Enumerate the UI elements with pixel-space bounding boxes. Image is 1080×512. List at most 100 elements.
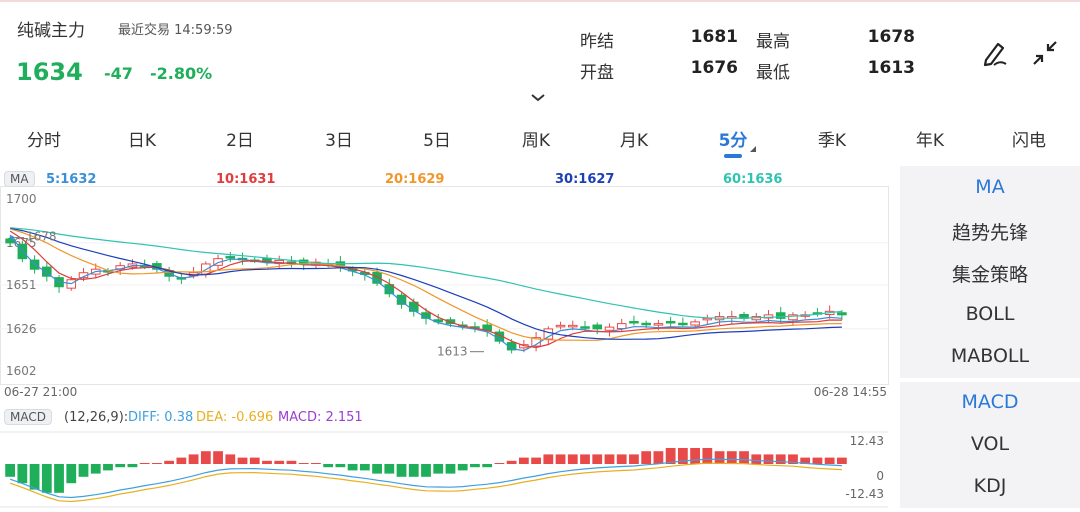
- tab-8[interactable]: 季K: [817, 131, 847, 151]
- ma30-value: 30:1627: [555, 172, 615, 187]
- high-value: 1678: [867, 27, 915, 47]
- side-item-vol[interactable]: VOL: [970, 433, 1010, 455]
- top-accent-line: [0, 0, 1080, 2]
- tab-7[interactable]: 5分: [718, 131, 748, 151]
- tab-9[interactable]: 年K: [915, 131, 945, 151]
- tab-10[interactable]: 闪电: [1012, 131, 1046, 151]
- candle-body: [543, 328, 554, 340]
- macd-bar: [555, 454, 566, 464]
- tab-2[interactable]: 2日: [226, 131, 254, 151]
- price-axis-label: 1602: [6, 364, 37, 378]
- macd-bar: [286, 460, 297, 464]
- ma10-line: [9, 230, 842, 349]
- macd-bar: [103, 464, 113, 471]
- macd-bar: [237, 457, 248, 464]
- ma60-value: 60:1636: [723, 172, 783, 187]
- tab-3[interactable]: 3日: [325, 131, 353, 151]
- macd-bar: [41, 464, 52, 493]
- candle-body: [555, 324, 566, 328]
- candle-body: [372, 271, 382, 284]
- price-axis-label: 1700: [6, 192, 37, 206]
- side-item-maboll[interactable]: MABOLL: [950, 345, 1030, 367]
- price-change-pct: -2.80%: [150, 64, 213, 83]
- macd-bar: [152, 463, 162, 464]
- macd-bar: [5, 464, 16, 477]
- macd-bar: [665, 448, 676, 464]
- indicator-chip-ma[interactable]: MA: [4, 171, 35, 187]
- indicator-chip-macd[interactable]: MACD: [4, 409, 52, 425]
- macd-bar: [213, 451, 223, 464]
- macd-bar: [17, 464, 28, 484]
- last-price: 1634: [16, 58, 83, 86]
- macd-bar: [372, 464, 382, 474]
- macd-bar: [225, 454, 236, 464]
- macd-bar: [433, 464, 444, 474]
- low-annotation: 1613: [437, 345, 468, 359]
- macd-bar: [249, 457, 260, 464]
- side-item-boll[interactable]: BOLL: [965, 303, 1015, 325]
- macd-diff-line: [9, 458, 842, 499]
- macd-dea-value: DEA: -0.696: [196, 410, 274, 425]
- side-item-trend[interactable]: 趋势先锋: [951, 222, 1028, 244]
- macd-hist-value: MACD: 2.151: [278, 410, 363, 425]
- contract-title: 纯碱主力: [17, 21, 85, 41]
- side-item-ma[interactable]: MA: [975, 176, 1005, 198]
- macd-bar: [812, 457, 823, 464]
- macd-bar: [788, 454, 798, 464]
- macd-dea-line: [9, 462, 842, 503]
- macd-bar: [616, 454, 627, 464]
- side-item-kdj[interactable]: KDJ: [973, 475, 1007, 497]
- open-label: 开盘: [580, 63, 614, 83]
- prev-settle-label: 昨结: [580, 32, 614, 52]
- tab-6[interactable]: 月K: [619, 131, 649, 151]
- high-point: [10, 235, 14, 240]
- macd-bar: [641, 451, 652, 464]
- macd-axis-bottom: -12.43: [845, 487, 884, 501]
- expand-chevron-down-icon[interactable]: [530, 88, 546, 107]
- macd-diff-value: DIFF: 0.38: [128, 410, 194, 425]
- macd-bar: [567, 454, 578, 464]
- candle-body: [568, 324, 578, 328]
- side-item-strategy[interactable]: 集金策略: [951, 264, 1028, 286]
- macd-bar: [66, 464, 77, 484]
- macd-axis-top: 12.43: [850, 434, 884, 448]
- macd-bar: [824, 457, 835, 464]
- macd-bar: [457, 464, 468, 471]
- high-annotation: 1678: [26, 230, 57, 244]
- candle-body: [396, 294, 407, 305]
- macd-bar: [78, 464, 89, 477]
- macd-bar: [726, 451, 737, 464]
- macd-bar: [323, 464, 334, 468]
- macd-bar: [714, 451, 725, 464]
- tab-5[interactable]: 周K: [521, 131, 551, 151]
- low-label: 最低: [756, 63, 790, 83]
- time-axis-start: 06-27 21:00: [4, 385, 77, 399]
- period-tabs: 分时 日K 2日 3日 5日 周K 月K 5分 季K 年K 闪电: [0, 120, 1080, 160]
- tab-1[interactable]: 日K: [127, 131, 157, 151]
- side-item-macd[interactable]: MACD: [961, 391, 1019, 413]
- draw-pen-icon[interactable]: [978, 36, 1012, 70]
- macd-bar: [384, 464, 395, 474]
- macd-bar: [200, 451, 211, 464]
- ma20-line: [9, 228, 842, 341]
- tab-4[interactable]: 5日: [423, 131, 451, 151]
- price-axis-label: 1651: [6, 278, 37, 292]
- tab-0[interactable]: 分时: [27, 131, 61, 151]
- chart-panel[interactable]: 1700 1675 1651 1626 1602 1678 1613 06-27 21:00 0…: [0, 166, 898, 508]
- price-change: -47: [104, 64, 133, 83]
- candle-body: [653, 323, 664, 326]
- macd-bar: [262, 460, 272, 464]
- time-axis-end: 06-28 14:55: [814, 385, 887, 399]
- macd-bar: [543, 454, 554, 464]
- ma60-line: [10, 227, 842, 319]
- candle-body: [225, 256, 236, 259]
- candle-body: [763, 314, 774, 319]
- macd-bar: [445, 464, 456, 474]
- collapse-arrows-icon[interactable]: [1028, 36, 1062, 70]
- macd-bar: [274, 460, 285, 464]
- macd-bar: [836, 457, 847, 464]
- candle-body: [775, 312, 786, 319]
- low-value: 1613: [867, 58, 915, 78]
- indicator-side-menu: MA 趋势先锋 集金策略 BOLL MABOLL MACD VOL KDJ: [900, 166, 1080, 508]
